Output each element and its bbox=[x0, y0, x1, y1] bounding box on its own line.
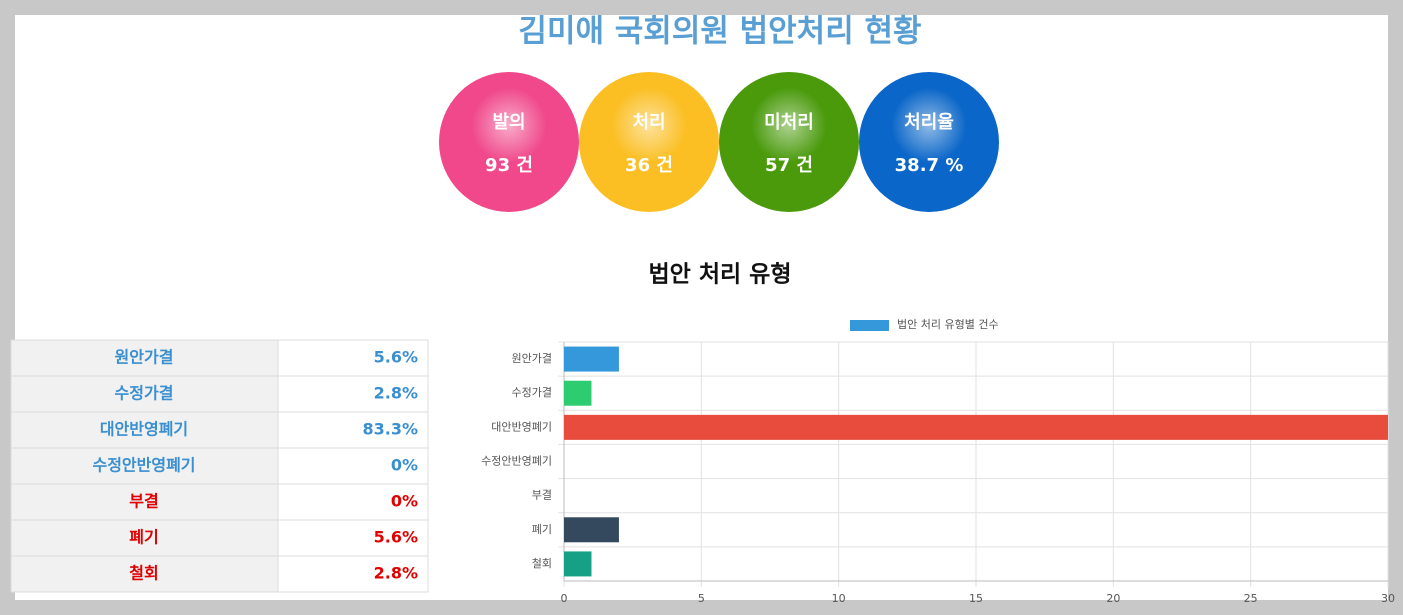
stat-label: 처리율 bbox=[904, 112, 954, 133]
table-cell bbox=[277, 483, 429, 521]
stat-value: 36 건 bbox=[625, 155, 673, 176]
table-head-cell bbox=[10, 555, 279, 593]
legend-swatch bbox=[850, 320, 889, 331]
stat-label: 미처리 bbox=[764, 112, 814, 133]
page-title: 김미애 국회의원 법안처리 현황 bbox=[518, 14, 921, 50]
section-title: 법안 처리 유형 bbox=[649, 262, 792, 288]
x-tick-label: 0 bbox=[561, 592, 568, 605]
row-label: 폐기 bbox=[129, 528, 158, 547]
stat-value: 38.7 % bbox=[895, 155, 964, 176]
row-label: 수정가결 bbox=[115, 384, 174, 403]
stat-shine bbox=[719, 72, 859, 212]
bar bbox=[564, 414, 1388, 440]
x-tick-label: 15 bbox=[969, 592, 983, 605]
table-cell bbox=[277, 375, 429, 413]
y-tick-label: 원안가결 bbox=[512, 352, 552, 365]
row-value: 2.8% bbox=[374, 384, 418, 403]
y-tick-label: 폐기 bbox=[532, 523, 552, 536]
stat-shine bbox=[579, 72, 719, 212]
row-value: 5.6% bbox=[374, 348, 418, 367]
row-label: 대안반영폐기 bbox=[100, 420, 188, 439]
x-tick-label: 25 bbox=[1244, 592, 1258, 605]
stat-shine bbox=[859, 72, 999, 212]
table-cell bbox=[277, 339, 429, 377]
row-label: 부결 bbox=[129, 492, 158, 511]
table-head-cell bbox=[10, 519, 279, 557]
legend-label: 법안 처리 유형별 건수 bbox=[897, 318, 999, 331]
bar bbox=[564, 517, 619, 543]
row-label: 철회 bbox=[129, 564, 158, 583]
row-value: 5.6% bbox=[374, 528, 418, 547]
bar bbox=[564, 551, 592, 577]
x-tick-label: 20 bbox=[1106, 592, 1120, 605]
row-value: 2.8% bbox=[374, 564, 418, 583]
table-cell bbox=[277, 519, 429, 557]
x-tick-label: 30 bbox=[1381, 592, 1395, 605]
table-cell bbox=[277, 411, 429, 449]
y-tick-label: 수정가결 bbox=[512, 386, 552, 399]
table-head-cell bbox=[10, 447, 279, 485]
y-tick-label: 철회 bbox=[532, 557, 552, 570]
stat-label: 처리 bbox=[632, 112, 665, 133]
y-tick-label: 대안반영폐기 bbox=[491, 420, 552, 433]
row-value: 83.3% bbox=[362, 420, 418, 439]
table-cell bbox=[277, 447, 429, 485]
stat-shine bbox=[439, 72, 579, 212]
row-value: 0% bbox=[391, 492, 418, 511]
table-head-cell bbox=[10, 483, 279, 521]
row-value: 0% bbox=[391, 456, 418, 475]
x-tick-label: 5 bbox=[698, 592, 705, 605]
y-tick-label: 수정안반영폐기 bbox=[481, 455, 552, 468]
y-tick-label: 부결 bbox=[532, 489, 552, 502]
stat-label: 발의 bbox=[492, 112, 525, 133]
stat-value: 57 건 bbox=[765, 155, 813, 176]
bar bbox=[564, 346, 619, 372]
bar bbox=[564, 380, 592, 406]
row-label: 수정안반영폐기 bbox=[92, 456, 195, 475]
x-tick-label: 10 bbox=[832, 592, 846, 605]
row-label: 원안가결 bbox=[115, 348, 174, 367]
table-cell bbox=[277, 555, 429, 593]
stat-value: 93 건 bbox=[485, 155, 533, 176]
